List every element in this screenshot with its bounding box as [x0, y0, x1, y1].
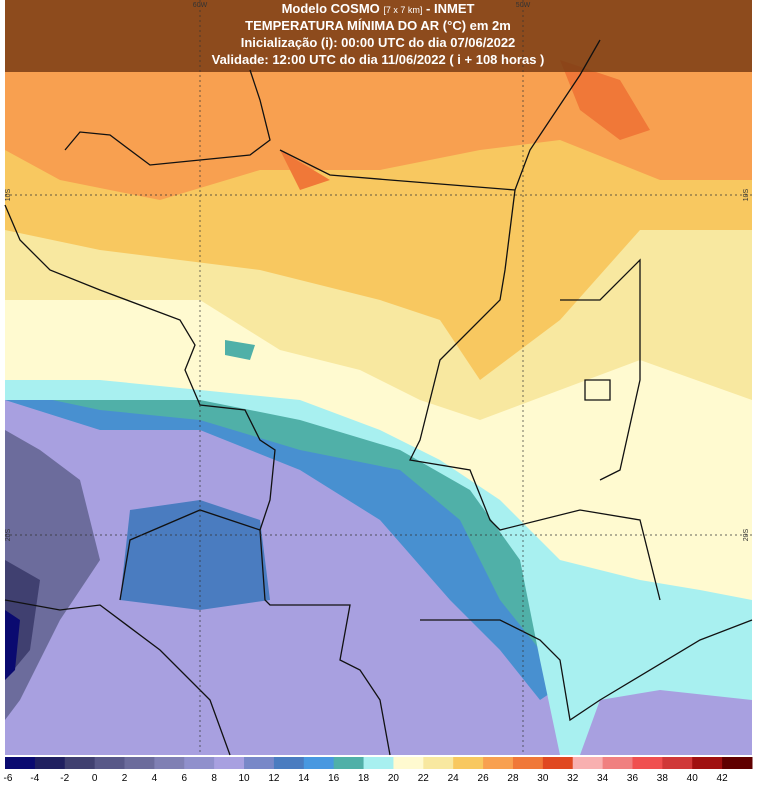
colorbar-label: 0: [92, 773, 98, 784]
colorbar-label: 18: [358, 773, 370, 784]
colorbar-label: 14: [298, 773, 310, 784]
lat-label: 10S: [5, 188, 12, 201]
colorbar-label: 36: [627, 773, 639, 784]
colorbar-label: 40: [687, 773, 699, 784]
colorbar-swatch: [214, 757, 245, 769]
colorbar-label: 24: [448, 773, 460, 784]
colorbar-label: 32: [567, 773, 579, 784]
colorbar-swatch: [64, 757, 96, 769]
valid: Validade: 12:00 UTC do dia 11/06/2022 ( …: [212, 52, 545, 67]
colorbar-swatch: [453, 757, 484, 769]
colorbar-label: 26: [478, 773, 490, 784]
colorbar-swatch: [572, 757, 604, 769]
colorbar-swatch: [244, 757, 275, 769]
colorbar-swatch: [5, 757, 36, 769]
colorbar-label: 30: [537, 773, 549, 784]
colorbar-swatch: [273, 757, 305, 769]
colorbar-swatch: [34, 757, 66, 769]
colorbar-swatch: [722, 757, 753, 769]
source: - INMET: [426, 1, 474, 16]
colorbar-swatch: [632, 757, 663, 769]
colorbar-label: 6: [181, 773, 187, 784]
colorbar-label: 34: [597, 773, 609, 784]
lat-label: 20S: [743, 528, 750, 541]
colorbar-label: 38: [657, 773, 669, 784]
colorbar-swatch: [393, 757, 424, 769]
colorbar-swatch: [483, 757, 514, 769]
colorbar-swatch: [662, 757, 693, 769]
colorbar-swatch: [423, 757, 454, 769]
colorbar-swatch: [542, 757, 574, 769]
colorbar-label: 2: [122, 773, 128, 784]
colorbar-label: -6: [4, 773, 13, 784]
colorbar-swatch: [94, 757, 126, 769]
colorbar-label: 22: [418, 773, 430, 784]
lat-label: 10S: [743, 188, 750, 201]
colorbar-swatch: [692, 757, 723, 769]
title-line: Modelo COSMO [7 x 7 km] - INMET: [282, 1, 475, 16]
colorbar-label: -4: [30, 773, 39, 784]
model: Modelo COSMO: [282, 1, 380, 16]
lon-label: 50W: [516, 2, 531, 9]
colorbar-label: 12: [268, 773, 280, 784]
colorbar-label: 10: [238, 773, 250, 784]
colorbar-swatch: [154, 757, 185, 769]
variable: TEMPERATURA MÍNIMA DO AR (°C) em 2m: [245, 18, 511, 33]
colorbar: -6 -4 -2 0 2 4 6 8 10 12 14 16 18 20 22 24 26 28 30 32 34 36 3…: [4, 757, 753, 784]
colorbar-swatch: [124, 757, 155, 769]
colorbar-label: 16: [328, 773, 340, 784]
colorbar-swatch: [184, 757, 215, 769]
colorbar-swatch: [363, 757, 394, 769]
colorbar-swatch: [303, 757, 335, 769]
colorbar-swatch: [512, 757, 544, 769]
lat-label: 20S: [5, 528, 12, 541]
init: Inicialização (i): 00:00 UTC do dia 07/0…: [241, 35, 516, 50]
colorbar-label: 28: [507, 773, 519, 784]
resolution: [7 x 7 km]: [383, 5, 422, 15]
map: [4, 0, 753, 756]
colorbar-label: 42: [717, 773, 729, 784]
colorbar-swatch: [333, 757, 365, 769]
lon-label: 60W: [193, 2, 208, 9]
colorbar-label: 8: [211, 773, 217, 784]
colorbar-label: 4: [152, 773, 158, 784]
colorbar-label: 20: [388, 773, 400, 784]
colorbar-label: -2: [60, 773, 69, 784]
colorbar-swatch: [602, 757, 633, 769]
